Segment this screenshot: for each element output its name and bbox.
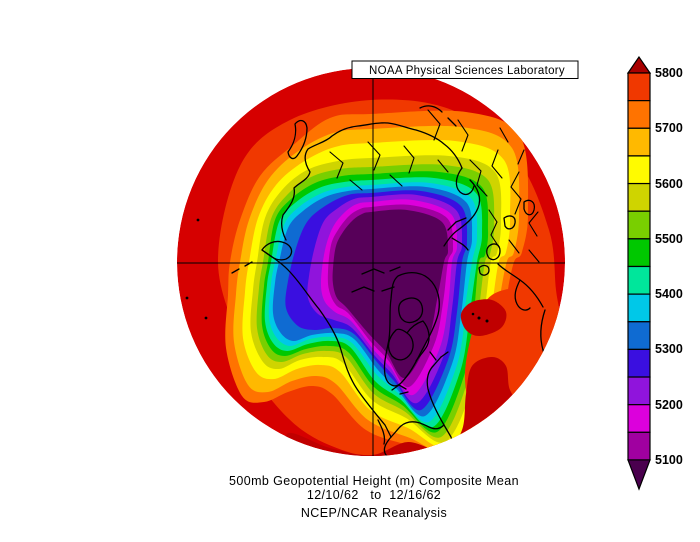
colorbar-segment [627,210,651,240]
figure-caption: 500mb Geopotential Height (m) Composite … [229,474,519,520]
colorbar-label: 5400 [655,287,683,301]
colorbar-segment [627,155,651,185]
colorbar-segment [627,182,651,212]
colorbar-segment [627,100,651,129]
colorbar-label: 5300 [655,342,683,356]
caption-title: 500mb Geopotential Height (m) Composite … [229,474,519,488]
source-label-box: NOAA Physical Sciences Laboratory [351,60,579,79]
colorbar-label: 5600 [655,177,683,191]
map-globe [177,68,565,456]
colorbar-tick-labels: 5800 5700 5600 5500 5400 5300 5200 5100 [655,66,683,467]
colorbar-segment [627,376,651,406]
source-label: NOAA Physical Sciences Laboratory [369,65,565,77]
colorbar-segment [627,72,651,102]
contour-band-lt5100 [332,209,449,379]
atlantic-high-center [460,299,507,337]
colorbar-arrow-top [626,55,652,74]
caption-period: 12/10/62 to 12/16/62 [307,488,441,502]
colorbar-segment [627,321,651,351]
colorbar-label: 5800 [655,66,683,80]
colorbar-segment [627,127,651,157]
colorbar-segment [627,293,651,323]
island-dots [185,218,489,323]
colorbar-label: 5200 [655,398,683,412]
colorbar-arrow-bottom [627,459,651,491]
colorbar-segment [627,404,651,433]
colorbar-label: 5700 [655,121,683,135]
colorbar: 5800 5700 5600 5500 5400 5300 5200 5100 [626,55,683,491]
caption-dataset: NCEP/NCAR Reanalysis [301,506,447,520]
colorbar-label: 5100 [655,453,683,467]
colorbar-segment [627,348,651,378]
colorbar-segment [627,265,651,295]
colorbar-label: 5500 [655,232,683,246]
colorbar-segment [627,238,651,268]
colorbar-segment [627,431,651,461]
